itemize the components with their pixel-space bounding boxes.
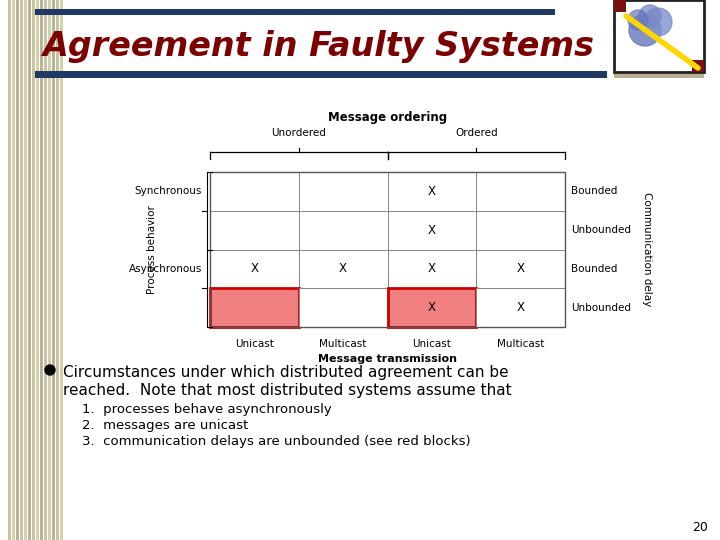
Bar xyxy=(44,0,47,540)
Text: Synchronous: Synchronous xyxy=(135,186,202,197)
Text: Multicast: Multicast xyxy=(320,339,366,349)
Bar xyxy=(387,288,476,327)
Bar xyxy=(20,0,23,540)
Bar xyxy=(614,0,704,72)
Bar xyxy=(692,60,704,72)
Text: Multicast: Multicast xyxy=(497,339,544,349)
Bar xyxy=(210,172,565,327)
Bar xyxy=(476,288,565,327)
Text: Bounded: Bounded xyxy=(571,264,617,274)
Bar xyxy=(35,71,607,78)
Bar xyxy=(16,0,19,540)
Bar xyxy=(28,0,31,540)
Bar xyxy=(40,0,43,540)
Text: X: X xyxy=(517,301,525,314)
Bar xyxy=(387,211,476,249)
Bar xyxy=(8,0,11,540)
Text: Unbounded: Unbounded xyxy=(571,225,631,235)
Text: Unicast: Unicast xyxy=(413,339,451,349)
Text: X: X xyxy=(428,262,436,275)
Text: X: X xyxy=(251,262,258,275)
Text: Unordered: Unordered xyxy=(271,128,326,138)
Bar xyxy=(299,249,387,288)
Text: Agreement in Faulty Systems: Agreement in Faulty Systems xyxy=(42,30,594,63)
Bar xyxy=(210,211,299,249)
Bar xyxy=(210,288,299,327)
Bar xyxy=(52,0,55,540)
Text: X: X xyxy=(428,224,436,237)
Text: Unicast: Unicast xyxy=(235,339,274,349)
Circle shape xyxy=(639,5,661,27)
Circle shape xyxy=(644,8,672,36)
Text: Communication delay: Communication delay xyxy=(642,192,652,307)
Bar xyxy=(210,249,299,288)
Bar xyxy=(48,0,51,540)
Bar xyxy=(614,69,704,78)
Bar xyxy=(614,0,626,12)
Text: X: X xyxy=(517,262,525,275)
Bar xyxy=(387,172,476,211)
Text: 1.  processes behave asynchronously: 1. processes behave asynchronously xyxy=(82,403,332,416)
Bar xyxy=(12,0,15,540)
Text: Bounded: Bounded xyxy=(571,186,617,197)
Text: 2.  messages are unicast: 2. messages are unicast xyxy=(82,419,248,432)
Bar xyxy=(210,172,299,211)
Text: 3.  communication delays are unbounded (see red blocks): 3. communication delays are unbounded (s… xyxy=(82,435,471,448)
Text: 20: 20 xyxy=(692,521,708,534)
Text: X: X xyxy=(428,301,436,314)
Bar xyxy=(36,0,39,540)
Circle shape xyxy=(628,10,648,30)
Text: Circumstances under which distributed agreement can be: Circumstances under which distributed ag… xyxy=(63,365,508,380)
Circle shape xyxy=(629,14,661,46)
Bar xyxy=(35,9,555,15)
Text: Asynchronous: Asynchronous xyxy=(129,264,202,274)
Text: Unbounded: Unbounded xyxy=(571,302,631,313)
Text: Ordered: Ordered xyxy=(455,128,498,138)
Bar xyxy=(387,249,476,288)
Bar xyxy=(476,172,565,211)
Text: Message ordering: Message ordering xyxy=(328,111,447,124)
Bar xyxy=(476,249,565,288)
Bar xyxy=(299,288,387,327)
Text: X: X xyxy=(428,185,436,198)
Bar xyxy=(60,0,63,540)
Bar xyxy=(299,172,387,211)
Circle shape xyxy=(45,365,55,375)
Bar xyxy=(476,211,565,249)
Bar xyxy=(32,0,35,540)
Text: reached.  Note that most distributed systems assume that: reached. Note that most distributed syst… xyxy=(63,383,512,398)
Text: Message transmission: Message transmission xyxy=(318,354,457,364)
Bar xyxy=(24,0,27,540)
Text: X: X xyxy=(339,262,347,275)
Text: Process behavior: Process behavior xyxy=(147,205,157,294)
Bar xyxy=(56,0,59,540)
Bar xyxy=(299,211,387,249)
